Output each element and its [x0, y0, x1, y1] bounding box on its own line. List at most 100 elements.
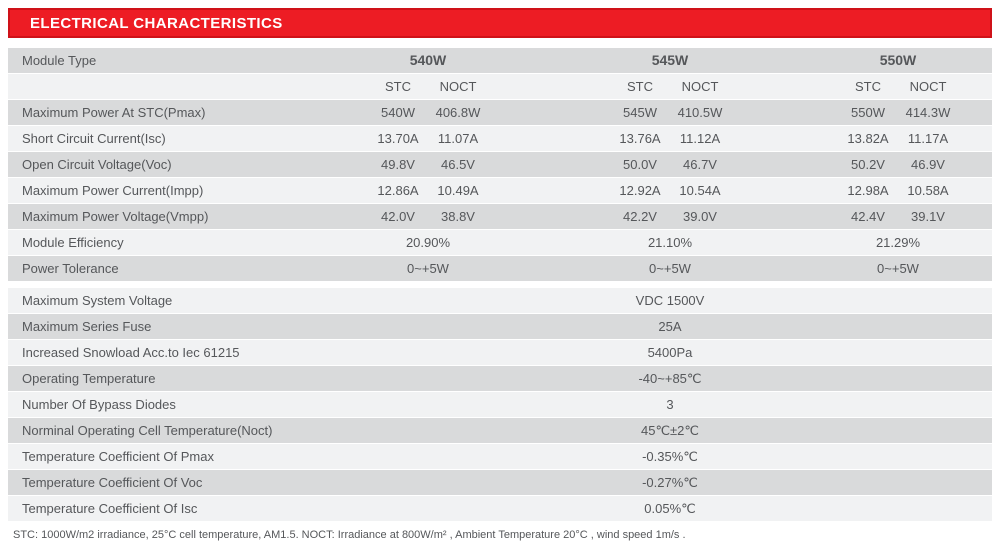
span-value: 45℃±2℃ — [640, 423, 700, 438]
row-values: 5400Pa — [368, 340, 992, 365]
stc-value: 49.8V — [381, 157, 415, 172]
span-value: VDC 1500V — [635, 293, 705, 308]
value-group: 42.2V 39.0V — [610, 204, 730, 229]
table-row-temp-coeff-pmax: Temperature Coefficient Of Pmax -0.35%℃ — [8, 444, 992, 470]
table-row-impp: Maximum Power Current(Impp) 12.86A 10.49… — [8, 178, 992, 204]
stc-value: 42.2V — [623, 209, 657, 224]
noct-value: 10.54A — [679, 183, 721, 198]
noct-header: NOCT — [681, 79, 719, 94]
noct-value: 38.8V — [441, 209, 475, 224]
noct-value: 414.3W — [905, 105, 951, 120]
table-row-vmpp: Maximum Power Voltage(Vmpp) 42.0V 38.8V … — [8, 204, 992, 230]
row-label: Increased Snowload Acc.to Iec 61215 — [22, 345, 240, 360]
value-group: 12.86A 10.49A — [368, 178, 488, 203]
span-value: -0.35%℃ — [642, 449, 698, 464]
table-row-module-type: Module Type 540W 545W 550W — [8, 48, 992, 74]
value-group: 50.0V 46.7V — [610, 152, 730, 177]
noct-value: 11.17A — [907, 131, 949, 146]
noct-value: 10.49A — [437, 183, 479, 198]
group-value: 0~+5W — [877, 261, 919, 276]
span-value: 0.05%℃ — [644, 501, 696, 516]
module-column-header-540w: 540W — [409, 52, 447, 68]
stc-value: 12.92A — [619, 183, 661, 198]
row-label: Temperature Coefficient Of Isc — [22, 501, 198, 516]
row-label: Maximum Power At STC(Pmax) — [22, 105, 206, 120]
row-label: Operating Temperature — [22, 371, 156, 386]
value-group: 49.8V 46.5V — [368, 152, 488, 177]
stc-value: 545W — [623, 105, 657, 120]
table-row-max-system-voltage: Maximum System Voltage VDC 1500V — [8, 288, 992, 314]
noct-value: 39.0V — [683, 209, 717, 224]
value-group: 550W 414.3W — [838, 100, 958, 125]
stc-value: 13.70A — [377, 131, 419, 146]
row-values: 49.8V 46.5V 50.0V 46.7V 50.2V 46.9V — [368, 152, 992, 177]
row-label: Short Circuit Current(Isc) — [22, 131, 166, 146]
row-values: 0.05%℃ — [368, 496, 992, 521]
row-values: -0.27%℃ — [368, 470, 992, 495]
span-value: 25A — [658, 319, 682, 334]
value-group: 12.98A 10.58A — [838, 178, 958, 203]
row-label: Norminal Operating Cell Temperature(Noct… — [22, 423, 273, 438]
test-conditions-note: STC: 1000W/m2 irradiance, 25°C cell temp… — [13, 529, 686, 541]
row-values: 20.90% 21.10% 21.29% — [368, 230, 992, 255]
stc-value: 42.0V — [381, 209, 415, 224]
stc-value: 12.98A — [847, 183, 889, 198]
stc-value: 50.0V — [623, 157, 657, 172]
row-values: 0~+5W 0~+5W 0~+5W — [368, 256, 992, 281]
table-row-bypass-diodes: Number Of Bypass Diodes 3 — [8, 392, 992, 418]
value-group: 50.2V 46.9V — [838, 152, 958, 177]
module-column-header-545w: 545W — [651, 52, 689, 68]
section-title: ELECTRICAL CHARACTERISTICS — [30, 14, 283, 32]
row-values: STC NOCT STC NOCT STC NOCT — [368, 74, 992, 99]
noct-value: 46.9V — [911, 157, 945, 172]
row-label: Maximum Series Fuse — [22, 319, 152, 334]
row-values: 540W 545W 550W — [368, 48, 992, 73]
stc-value: 540W — [381, 105, 415, 120]
stc-header: STC — [855, 79, 881, 94]
stc-header: STC — [385, 79, 411, 94]
row-label: Number Of Bypass Diodes — [22, 397, 176, 412]
table-row-pmax: Maximum Power At STC(Pmax) 540W 406.8W 5… — [8, 100, 992, 126]
table-row-operating-temperature: Operating Temperature -40~+85℃ — [8, 366, 992, 392]
stc-value: 550W — [851, 105, 885, 120]
row-label: Maximum Power Voltage(Vmpp) — [22, 209, 209, 224]
table-row-increased-snowload: Increased Snowload Acc.to Iec 61215 5400… — [8, 340, 992, 366]
value-group: 42.4V 39.1V — [838, 204, 958, 229]
stc-value: 13.82A — [847, 131, 889, 146]
condition-header-group: STC NOCT — [610, 74, 730, 99]
noct-value: 10.58A — [907, 183, 949, 198]
value-group: 12.92A 10.54A — [610, 178, 730, 203]
table-row-condition-headers: STC NOCT STC NOCT STC NOCT — [8, 74, 992, 100]
row-label: Module Efficiency — [22, 235, 124, 250]
value-group: 540W 406.8W — [368, 100, 488, 125]
value-group: 13.82A 11.17A — [838, 126, 958, 151]
table-row-max-series-fuse: Maximum Series Fuse 25A — [8, 314, 992, 340]
row-values: -0.35%℃ — [368, 444, 992, 469]
value-group: 42.0V 38.8V — [368, 204, 488, 229]
row-values: 25A — [368, 314, 992, 339]
stc-value: 12.86A — [377, 183, 419, 198]
row-label: Open Circuit Voltage(Voc) — [22, 157, 172, 172]
group-value: 20.90% — [405, 235, 451, 250]
noct-value: 410.5W — [677, 105, 723, 120]
table-row-voc: Open Circuit Voltage(Voc) 49.8V 46.5V 50… — [8, 152, 992, 178]
table-row-temp-coeff-isc: Temperature Coefficient Of Isc 0.05%℃ — [8, 496, 992, 522]
row-label: Temperature Coefficient Of Voc — [22, 475, 203, 490]
noct-value: 39.1V — [911, 209, 945, 224]
row-values: 45℃±2℃ — [368, 418, 992, 443]
noct-value: 46.5V — [441, 157, 475, 172]
span-value: 3 — [666, 397, 674, 412]
span-value: -0.27%℃ — [642, 475, 698, 490]
row-values: 13.70A 11.07A 13.76A 11.12A 13.82A 11.17… — [368, 126, 992, 151]
row-label: Power Tolerance — [22, 261, 119, 276]
row-label: Maximum System Voltage — [22, 293, 173, 308]
group-value: 0~+5W — [407, 261, 449, 276]
row-values: 3 — [368, 392, 992, 417]
module-column-header-550w: 550W — [879, 52, 917, 68]
table-row-module-efficiency: Module Efficiency 20.90% 21.10% 21.29% — [8, 230, 992, 256]
condition-header-group: STC NOCT — [838, 74, 958, 99]
noct-value: 406.8W — [435, 105, 481, 120]
section-header-bar: ELECTRICAL CHARACTERISTICS — [8, 8, 992, 38]
stc-value: 13.76A — [619, 131, 661, 146]
noct-value: 46.7V — [683, 157, 717, 172]
